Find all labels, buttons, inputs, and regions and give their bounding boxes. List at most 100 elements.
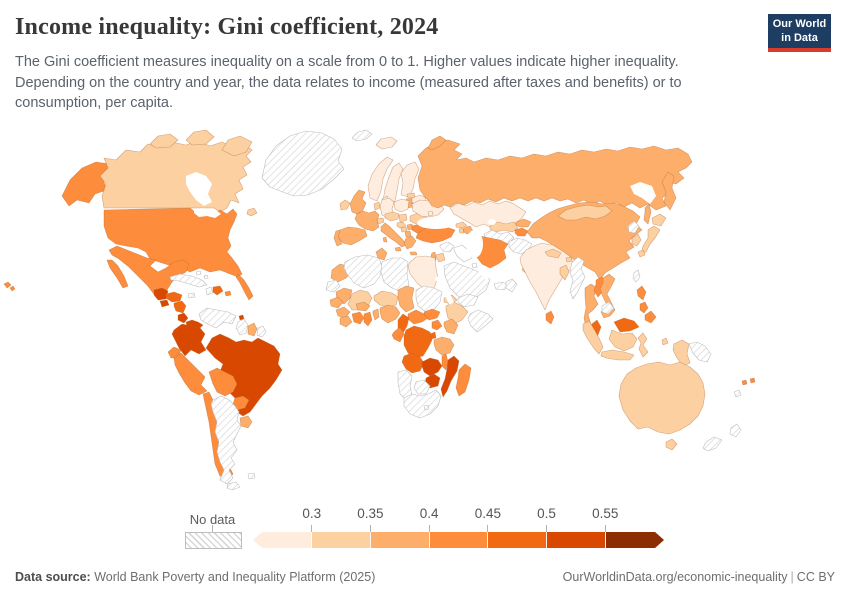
- country-canada-island[interactable]: [185, 129, 215, 146]
- country-tanzania[interactable]: [433, 336, 455, 356]
- legend-bin[interactable]: [370, 532, 430, 548]
- country-myanmar[interactable]: [569, 256, 586, 300]
- country-tajikistan[interactable]: [514, 227, 529, 237]
- country-senegal[interactable]: [329, 296, 344, 309]
- country-austria-czechia[interactable]: [384, 211, 400, 222]
- country-cuba[interactable]: [169, 273, 208, 288]
- country-guyana[interactable]: [235, 318, 249, 336]
- country-mexico-baja[interactable]: [106, 259, 129, 289]
- country-norway[interactable]: [367, 156, 394, 202]
- country-syria[interactable]: [439, 241, 455, 253]
- country-slovenia-croatia[interactable]: [396, 221, 407, 229]
- legend-bin[interactable]: [253, 532, 312, 548]
- country-ethiopia[interactable]: [445, 301, 469, 325]
- legend-bin[interactable]: [487, 532, 547, 548]
- country-yemen[interactable]: [457, 293, 479, 308]
- country-honduras[interactable]: [165, 291, 183, 303]
- country-french-guiana[interactable]: [256, 325, 267, 338]
- country-malawi[interactable]: [441, 353, 449, 371]
- country-kazakhstan[interactable]: [449, 200, 527, 229]
- country-spain[interactable]: [337, 226, 368, 246]
- country-puerto-rico[interactable]: [224, 290, 232, 297]
- country-australia[interactable]: [618, 361, 706, 435]
- country-uganda[interactable]: [431, 319, 443, 331]
- country-south-africa[interactable]: [403, 389, 442, 419]
- country-guinea[interactable]: [335, 306, 351, 319]
- no-data-swatch[interactable]: [185, 532, 242, 549]
- country-france[interactable]: [354, 210, 380, 232]
- country-mongolia[interactable]: [557, 204, 613, 221]
- country-el-salvador[interactable]: [159, 299, 170, 308]
- country-western-sahara[interactable]: [325, 279, 341, 293]
- country-indonesia-sulawesi[interactable]: [637, 332, 649, 358]
- country-togo-benin[interactable]: [372, 308, 380, 321]
- legend-bin[interactable]: [605, 532, 664, 548]
- country-kuwait[interactable]: [471, 262, 478, 269]
- country-drc[interactable]: [403, 325, 433, 359]
- country-suriname[interactable]: [247, 322, 258, 337]
- country-fiji[interactable]: [741, 379, 748, 386]
- country-florida[interactable]: [235, 273, 254, 301]
- country-bahamas[interactable]: [203, 274, 209, 280]
- country-ghana[interactable]: [363, 311, 373, 327]
- country-indonesia-java[interactable]: [600, 349, 635, 361]
- country-united-kingdom[interactable]: [349, 189, 367, 215]
- owid-url-link[interactable]: OurWorldinData.org/economic-inequality: [562, 570, 788, 584]
- country-tasmania[interactable]: [665, 438, 678, 451]
- country-netherlands-belgium[interactable]: [373, 201, 381, 211]
- country-poland[interactable]: [393, 198, 410, 213]
- country-svalbard[interactable]: [351, 129, 373, 142]
- country-oman[interactable]: [505, 278, 518, 293]
- country-nepal[interactable]: [544, 248, 562, 259]
- country-new-caledonia[interactable]: [733, 389, 742, 398]
- country-lesotho[interactable]: [423, 404, 430, 411]
- country-jamaica[interactable]: [187, 292, 196, 299]
- country-china[interactable]: [526, 201, 643, 281]
- country-philippines-luzon[interactable]: [636, 285, 647, 301]
- country-tierra-del-fuego[interactable]: [226, 481, 241, 491]
- country-japan-kyushu[interactable]: [637, 249, 646, 258]
- country-novaya-zemlya[interactable]: [427, 135, 447, 151]
- country-congo-gabon[interactable]: [391, 326, 405, 343]
- country-sicily[interactable]: [394, 246, 402, 252]
- country-indonesia-maluku[interactable]: [661, 337, 669, 346]
- country-philippines-visayas[interactable]: [639, 301, 649, 314]
- country-bosnia[interactable]: [400, 226, 408, 233]
- country-haiti[interactable]: [205, 286, 214, 296]
- country-tunisia[interactable]: [375, 247, 388, 261]
- country-moldova[interactable]: [427, 210, 434, 217]
- country-colombia[interactable]: [171, 323, 207, 357]
- country-somalia[interactable]: [467, 309, 494, 333]
- legend-bin[interactable]: [311, 532, 371, 548]
- country-new-zealand-south[interactable]: [702, 436, 723, 452]
- country-hawaii[interactable]: [9, 285, 16, 292]
- country-jordan[interactable]: [435, 252, 446, 263]
- country-indonesia-sumatra[interactable]: [582, 320, 604, 355]
- world-map[interactable]: [0, 126, 850, 508]
- country-sierra-leone-liberia[interactable]: [339, 315, 353, 328]
- country-sri-lanka[interactable]: [545, 310, 555, 325]
- country-georgia[interactable]: [455, 221, 468, 229]
- country-central-african-republic[interactable]: [407, 309, 429, 325]
- country-mozambique[interactable]: [440, 355, 460, 398]
- country-rwanda-burundi[interactable]: [429, 331, 437, 340]
- country-nicaragua[interactable]: [173, 300, 187, 314]
- country-niger[interactable]: [373, 290, 399, 308]
- country-canada-island[interactable]: [221, 135, 253, 157]
- country-bolivia[interactable]: [208, 367, 238, 397]
- country-new-zealand-north[interactable]: [729, 423, 742, 438]
- country-indonesia-kalimantan[interactable]: [608, 329, 638, 352]
- owid-logo[interactable]: Our World in Data: [768, 14, 831, 52]
- country-newfoundland[interactable]: [246, 207, 258, 217]
- country-guatemala[interactable]: [153, 287, 169, 301]
- country-sudan[interactable]: [415, 285, 443, 313]
- country-bahamas[interactable]: [195, 270, 202, 276]
- country-japan-honshu[interactable]: [640, 225, 661, 255]
- country-philippines-mindanao[interactable]: [644, 310, 657, 324]
- country-sakhalin[interactable]: [643, 203, 652, 225]
- country-algeria[interactable]: [343, 254, 383, 289]
- country-zambia[interactable]: [421, 357, 443, 377]
- country-libya[interactable]: [380, 257, 410, 293]
- country-ireland[interactable]: [339, 199, 351, 211]
- country-falkland-islands[interactable]: [247, 472, 256, 480]
